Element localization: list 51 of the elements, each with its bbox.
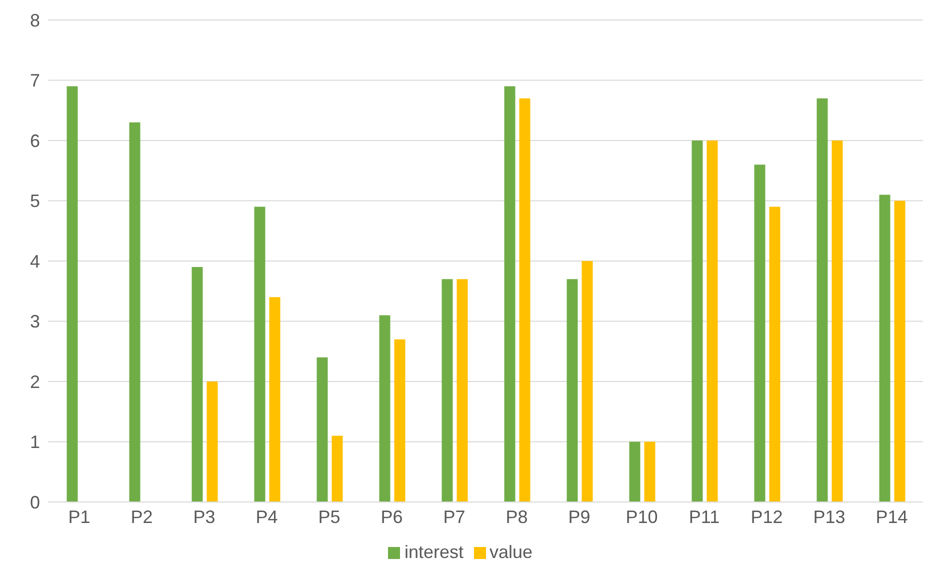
bar — [504, 86, 516, 502]
bar — [692, 140, 703, 502]
bar — [379, 315, 390, 502]
y-tick-label: 8 — [30, 10, 40, 30]
bar — [456, 279, 468, 502]
x-tick-label: P5 — [318, 506, 340, 527]
y-tick-label: 0 — [30, 492, 40, 512]
bar — [644, 442, 656, 502]
bar — [129, 122, 140, 502]
bar — [192, 267, 203, 502]
x-tick-label: P3 — [193, 506, 216, 527]
y-tick-label: 1 — [30, 432, 40, 452]
y-tick-label: 5 — [30, 191, 40, 212]
x-tick-label: P12 — [750, 506, 783, 527]
x-tick-label: P1 — [68, 506, 90, 527]
x-tick-label: P2 — [130, 506, 153, 527]
y-tick-label: 2 — [30, 372, 40, 392]
bar — [442, 279, 453, 502]
bar — [394, 339, 406, 502]
x-tick-label: P14 — [876, 506, 908, 527]
bar — [706, 140, 718, 502]
bar — [879, 194, 890, 502]
y-tick-label: 7 — [30, 70, 40, 91]
legend-label: value — [490, 542, 533, 562]
x-tick-label: P9 — [568, 506, 590, 527]
x-tick-label: P11 — [688, 506, 720, 527]
bar — [769, 206, 780, 502]
y-tick-label: 4 — [30, 251, 40, 272]
bar — [582, 261, 593, 502]
x-tick-label: P10 — [626, 506, 658, 527]
x-tick-label: P4 — [256, 506, 278, 527]
bar — [519, 98, 530, 502]
x-tick-label: P7 — [443, 506, 466, 527]
bar — [816, 98, 828, 502]
y-tick-label: 6 — [30, 130, 40, 151]
bar — [894, 200, 906, 502]
y-tick-label: 3 — [30, 312, 40, 332]
bar — [832, 140, 843, 502]
bar — [206, 382, 218, 502]
bar — [332, 436, 343, 502]
bar — [754, 164, 766, 502]
bar — [66, 86, 78, 502]
x-tick-label: P8 — [506, 506, 528, 527]
bar — [566, 279, 578, 502]
bar — [269, 297, 280, 502]
x-tick-label: P13 — [813, 506, 846, 527]
x-tick-label: P6 — [380, 506, 403, 527]
bar — [629, 442, 640, 502]
bar — [254, 206, 266, 502]
bar — [316, 357, 328, 502]
legend-label: interest — [404, 542, 464, 562]
